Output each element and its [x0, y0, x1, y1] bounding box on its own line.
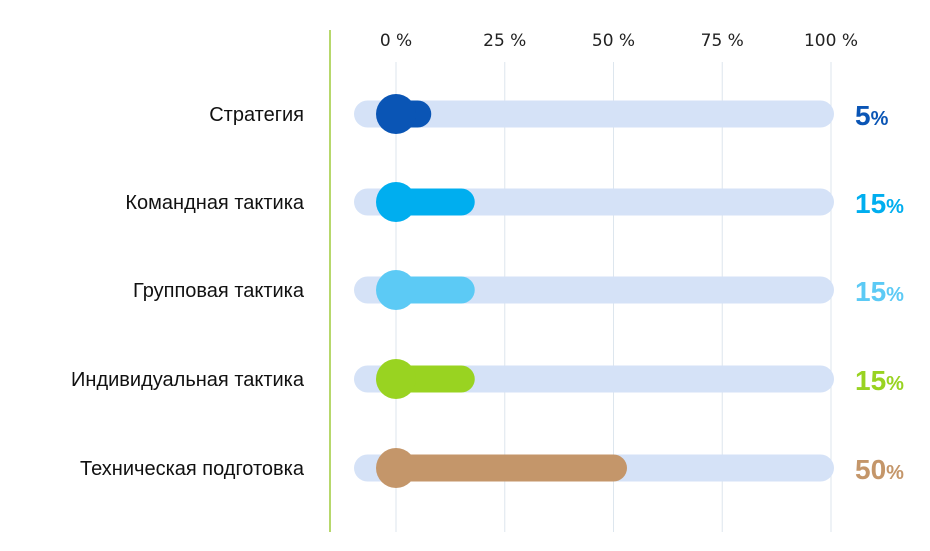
value-percent-sign: % [886, 196, 904, 218]
bar-track [354, 276, 834, 304]
value-percent-sign: % [886, 373, 904, 395]
category-label: Техническая подготовка [80, 458, 305, 480]
value-label: 15% [855, 276, 904, 307]
category-label: Индивидуальная тактика [71, 369, 305, 391]
value-number: 50 [855, 454, 886, 485]
value-bar [396, 454, 627, 482]
value-label: 15% [855, 188, 904, 219]
value-number: 5 [855, 100, 871, 131]
value-bar [396, 276, 475, 304]
x-tick-label: 75 % [701, 31, 744, 51]
bar-track [354, 365, 834, 393]
value-number: 15 [855, 276, 886, 307]
x-tick-label: 0 % [380, 31, 412, 51]
value-bar [396, 188, 475, 216]
bar-track [354, 188, 834, 216]
value-label: 15% [855, 365, 904, 396]
category-label: Стратегия [209, 104, 304, 126]
bar-track [354, 100, 834, 128]
x-tick-label: 25 % [483, 31, 526, 51]
start-dot [376, 448, 416, 488]
value-bar [396, 365, 475, 393]
value-percent-sign: % [886, 462, 904, 484]
value-percent-sign: % [871, 108, 889, 130]
value-percent-sign: % [886, 284, 904, 306]
x-tick-label: 50 % [592, 31, 635, 51]
value-label: 50% [855, 454, 904, 485]
category-label: Групповая тактика [133, 280, 305, 302]
x-tick-label: 100 % [804, 31, 858, 51]
start-dot [376, 270, 416, 310]
start-dot [376, 182, 416, 222]
value-label: 5% [855, 100, 889, 131]
category-label: Командная тактика [125, 192, 304, 214]
value-number: 15 [855, 188, 886, 219]
value-number: 15 [855, 365, 886, 396]
start-dot [376, 359, 416, 399]
start-dot [376, 94, 416, 134]
